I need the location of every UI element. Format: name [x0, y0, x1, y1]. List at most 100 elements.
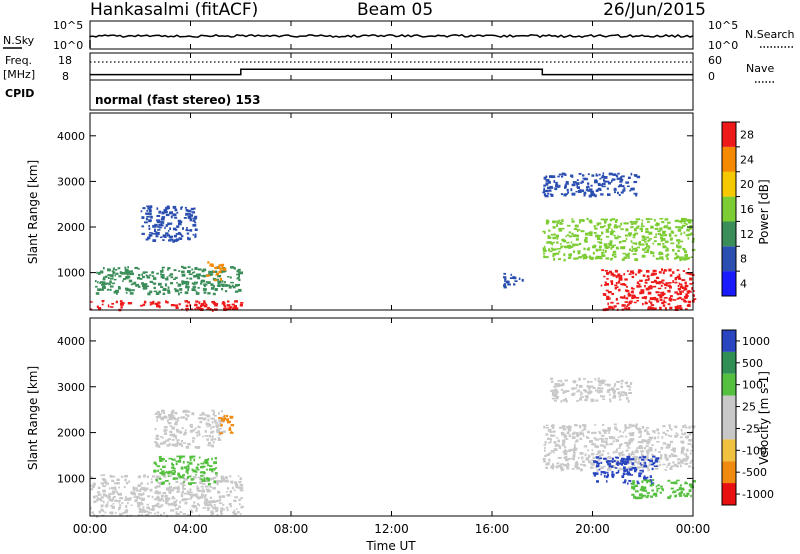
power-cell — [223, 307, 228, 311]
power-cell — [653, 279, 657, 283]
velocity-cell — [687, 465, 692, 468]
power-cell — [601, 231, 604, 235]
velocity-cell — [602, 398, 606, 400]
velocity-cell — [137, 475, 141, 479]
time-tick-label: 20:00 — [575, 522, 610, 536]
power-cell — [611, 228, 613, 232]
velocity-cell — [656, 441, 660, 443]
velocity-cell — [673, 481, 678, 485]
velocity-cell — [205, 422, 208, 425]
velocity-cell — [661, 488, 664, 490]
power-cell — [610, 232, 614, 236]
velocity-cell — [158, 413, 162, 415]
velocity-cell — [576, 384, 579, 387]
velocity-cell — [655, 457, 660, 460]
power-cell — [158, 282, 162, 286]
power-cell — [575, 244, 579, 246]
velocity-cell — [616, 448, 618, 451]
velocity-cell — [558, 446, 562, 449]
velocity-cell — [650, 458, 654, 461]
velocity-cell — [596, 461, 599, 464]
velocity-cell — [629, 426, 632, 429]
velocity-cell — [603, 429, 607, 432]
velocity-cell — [674, 425, 678, 429]
velocity-cell — [627, 482, 629, 485]
power-cell — [142, 207, 146, 210]
velocity-cell — [128, 497, 132, 500]
power-cell — [96, 271, 98, 274]
velocity-cell — [618, 452, 622, 455]
velocity-cell — [618, 447, 621, 449]
velocity-cell — [155, 434, 159, 437]
power-cell — [591, 194, 594, 197]
velocity-cell — [190, 426, 193, 428]
velocity-cell — [624, 382, 628, 385]
power-cell — [613, 234, 616, 237]
power-cell — [187, 266, 191, 269]
velocity-cell — [685, 426, 688, 429]
velocity-cell — [679, 484, 682, 487]
velocity-cell — [573, 446, 576, 449]
velocity-cell — [141, 513, 143, 516]
power-cell — [587, 182, 590, 185]
power-cell — [109, 280, 112, 284]
power-cell — [657, 294, 662, 297]
velocity-cell — [215, 499, 219, 502]
power-cell — [181, 206, 183, 209]
velocity-cell — [203, 460, 206, 463]
velocity-cell — [549, 440, 552, 444]
power-cell — [599, 225, 604, 229]
velocity-cell — [588, 390, 592, 393]
velocity-cell — [175, 512, 179, 515]
power-cell — [174, 216, 178, 219]
velocity-cell — [675, 455, 678, 458]
power-cell — [161, 216, 166, 219]
velocity-cell — [581, 456, 584, 460]
power-cell — [684, 286, 687, 289]
velocity-cell — [201, 494, 204, 498]
velocity-cell — [620, 394, 624, 397]
velocity-cell — [204, 504, 207, 506]
date-title: 26/Jun/2015 — [603, 0, 706, 20]
velocity-cell — [654, 459, 658, 463]
power-cell — [160, 221, 163, 224]
velocity-cell — [108, 499, 113, 502]
power-cell — [676, 292, 680, 296]
power-cell — [614, 250, 617, 253]
power-cell — [137, 285, 141, 288]
velocity-cell — [629, 433, 633, 437]
velocity-cell — [120, 475, 124, 478]
power-cell — [552, 254, 555, 258]
power-cell — [146, 205, 150, 207]
power-cell — [571, 192, 576, 196]
velocity-cell — [626, 396, 629, 400]
velocity-cell — [635, 449, 638, 453]
velocity-cell — [104, 494, 108, 497]
power-cell — [130, 302, 133, 305]
velocity-cell — [198, 456, 201, 459]
velocity-cell — [558, 444, 561, 448]
velocity-cell — [627, 466, 630, 470]
velocity-cell — [598, 384, 602, 386]
power-cell — [193, 218, 197, 220]
velocity-cell — [680, 459, 684, 463]
velocity-cell — [211, 470, 214, 473]
velocity-cell — [191, 504, 196, 508]
power-cell — [645, 218, 650, 221]
power-cell — [682, 286, 685, 290]
power-cell — [618, 276, 623, 279]
power-cell — [213, 270, 218, 273]
power-cell — [641, 235, 645, 239]
power-cell — [148, 225, 150, 227]
velocity-cell — [592, 387, 596, 389]
velocity-cell — [201, 411, 204, 415]
velocity-cell — [195, 470, 198, 473]
velocity-cell — [176, 455, 180, 458]
power-cell — [545, 222, 549, 225]
power-cell — [239, 271, 243, 274]
velocity-cell — [608, 436, 613, 439]
power-cell — [550, 233, 554, 236]
velocity-cell — [187, 467, 190, 471]
velocity-cell — [239, 478, 242, 481]
power-cell — [674, 219, 679, 222]
